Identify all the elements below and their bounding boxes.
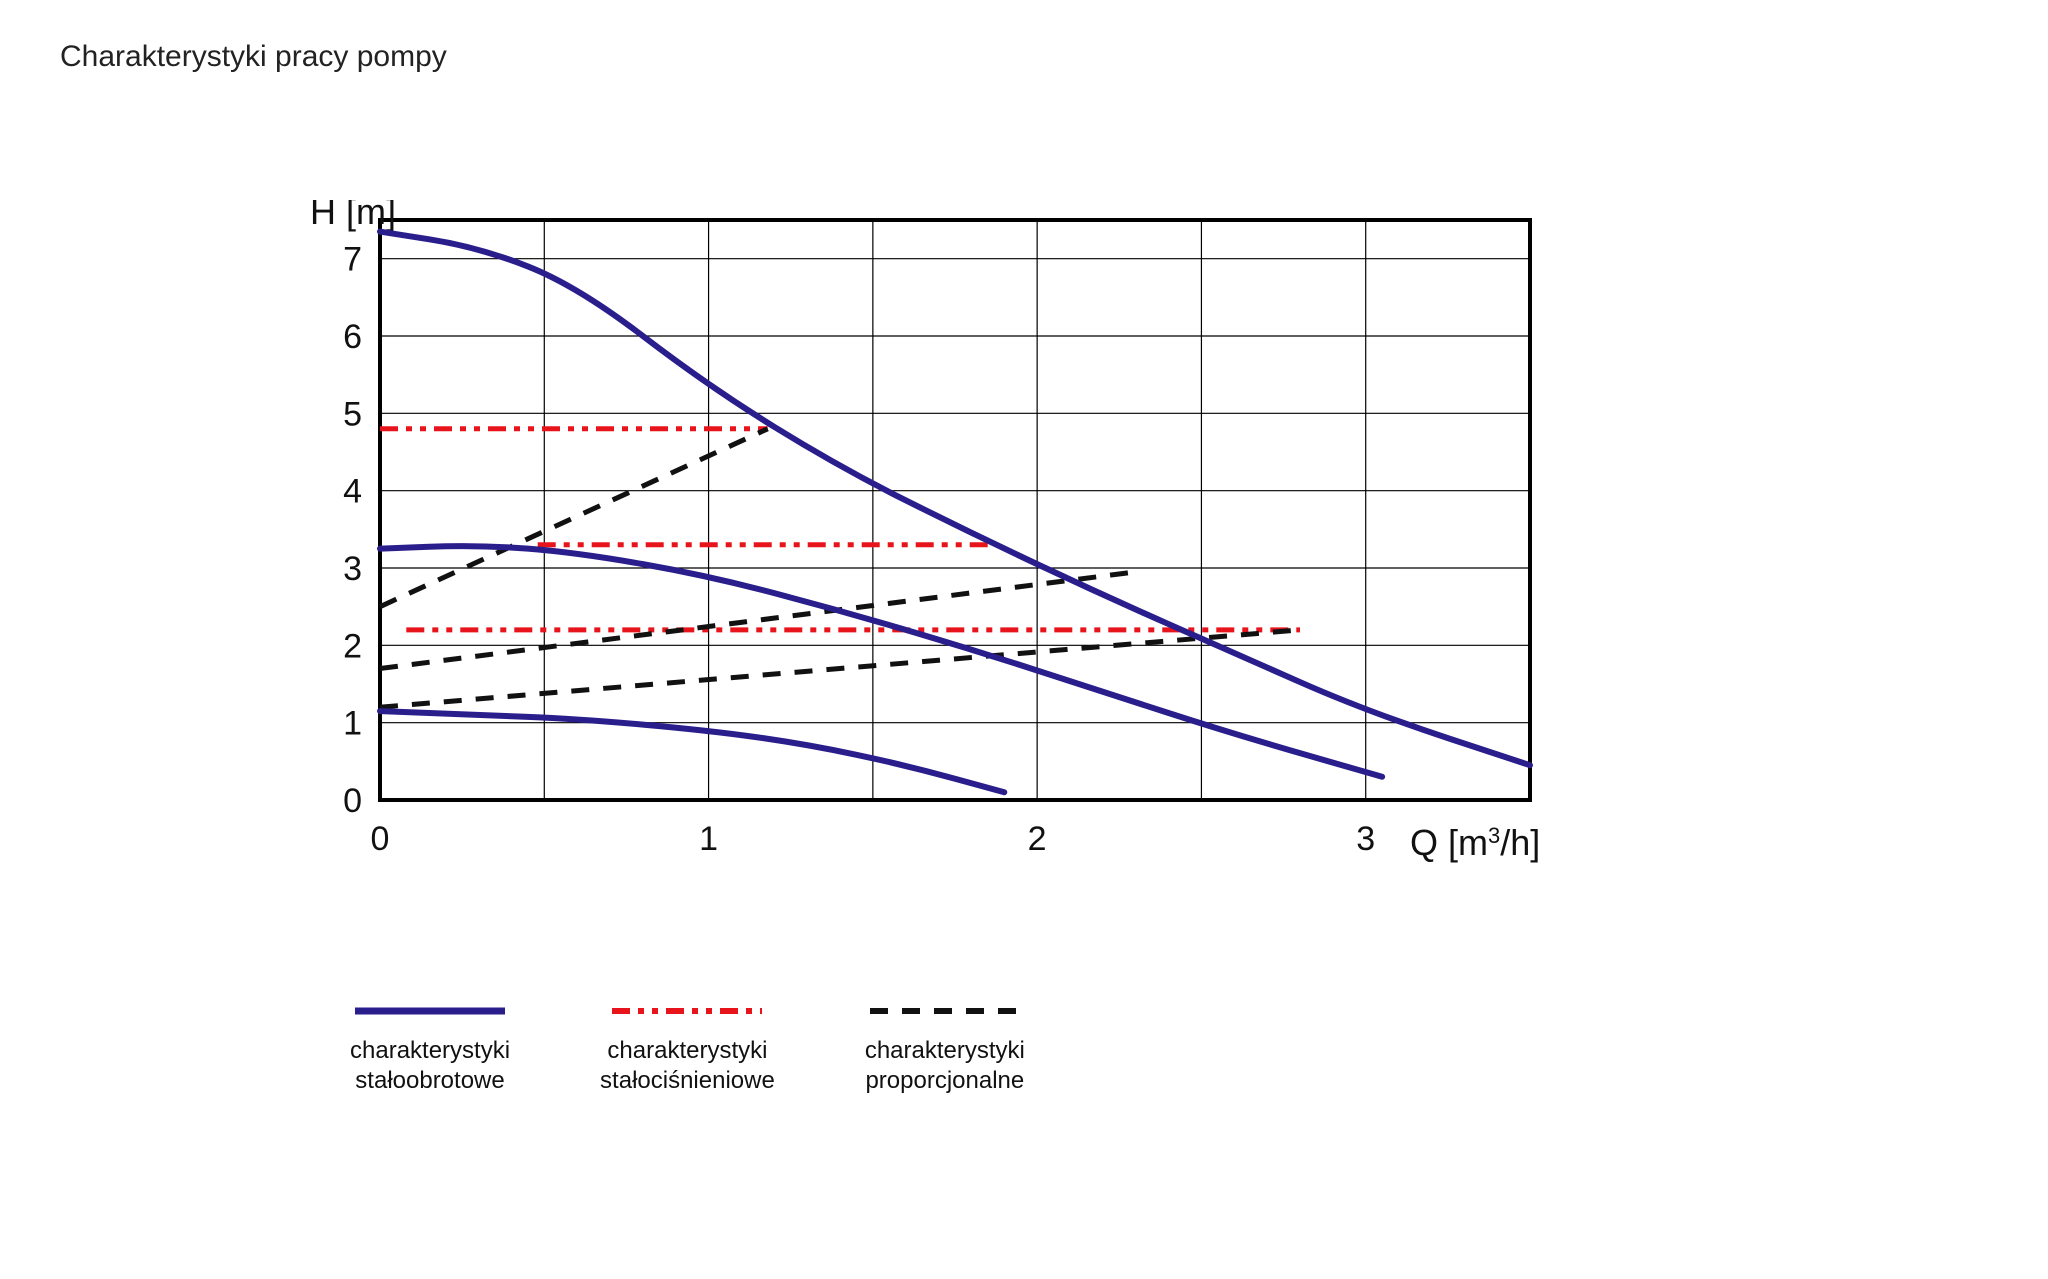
legend-item-constant-pressure: charakterystyki stałociśnieniowe: [600, 1000, 775, 1096]
svg-text:6: 6: [343, 318, 362, 356]
legend-item-proportional: charakterystyki proporcjonalne: [865, 1000, 1025, 1096]
legend-swatch-dashed-black: [870, 1000, 1020, 1022]
legend-label: charakterystyki: [350, 1036, 510, 1066]
legend-swatch-dashdot-red: [612, 1000, 762, 1022]
legend-swatch-solid-blue: [355, 1000, 505, 1022]
page-title: Charakterystyki pracy pompy: [60, 40, 1988, 74]
svg-text:0: 0: [343, 782, 362, 820]
legend-label: charakterystyki: [865, 1036, 1025, 1066]
legend-label: charakterystyki: [607, 1036, 767, 1066]
legend-item-constant-speed: charakterystyki stałoobrotowe: [350, 1000, 510, 1096]
svg-text:Q [m3/h]: Q [m3/h]: [1410, 822, 1540, 863]
svg-text:2: 2: [1028, 820, 1047, 858]
chart-svg: 0 1 2 3 4 5 6 7 0 1 2 3 H [m] Q [m3/h]: [270, 200, 1570, 900]
svg-text:H [m]: H [m]: [310, 200, 396, 232]
svg-text:3: 3: [1356, 820, 1375, 858]
svg-text:1: 1: [343, 705, 362, 743]
legend-label: stałoobrotowe: [355, 1066, 504, 1096]
page-root: Charakterystyki pracy pompy 0 1 2 3 4 5 6 7 0 1 2 3…: [0, 0, 2048, 1279]
svg-text:5: 5: [343, 395, 362, 433]
svg-text:0: 0: [371, 820, 390, 858]
svg-text:2: 2: [343, 627, 362, 665]
legend-label: stałociśnieniowe: [600, 1066, 775, 1096]
svg-text:7: 7: [343, 241, 362, 279]
svg-text:1: 1: [699, 820, 718, 858]
pump-chart: 0 1 2 3 4 5 6 7 0 1 2 3 H [m] Q [m3/h]: [270, 200, 1570, 905]
legend: charakterystyki stałoobrotowe charaktery…: [350, 1000, 1025, 1096]
legend-label: proporcjonalne: [865, 1066, 1024, 1096]
svg-text:4: 4: [343, 473, 362, 511]
svg-text:3: 3: [343, 550, 362, 588]
